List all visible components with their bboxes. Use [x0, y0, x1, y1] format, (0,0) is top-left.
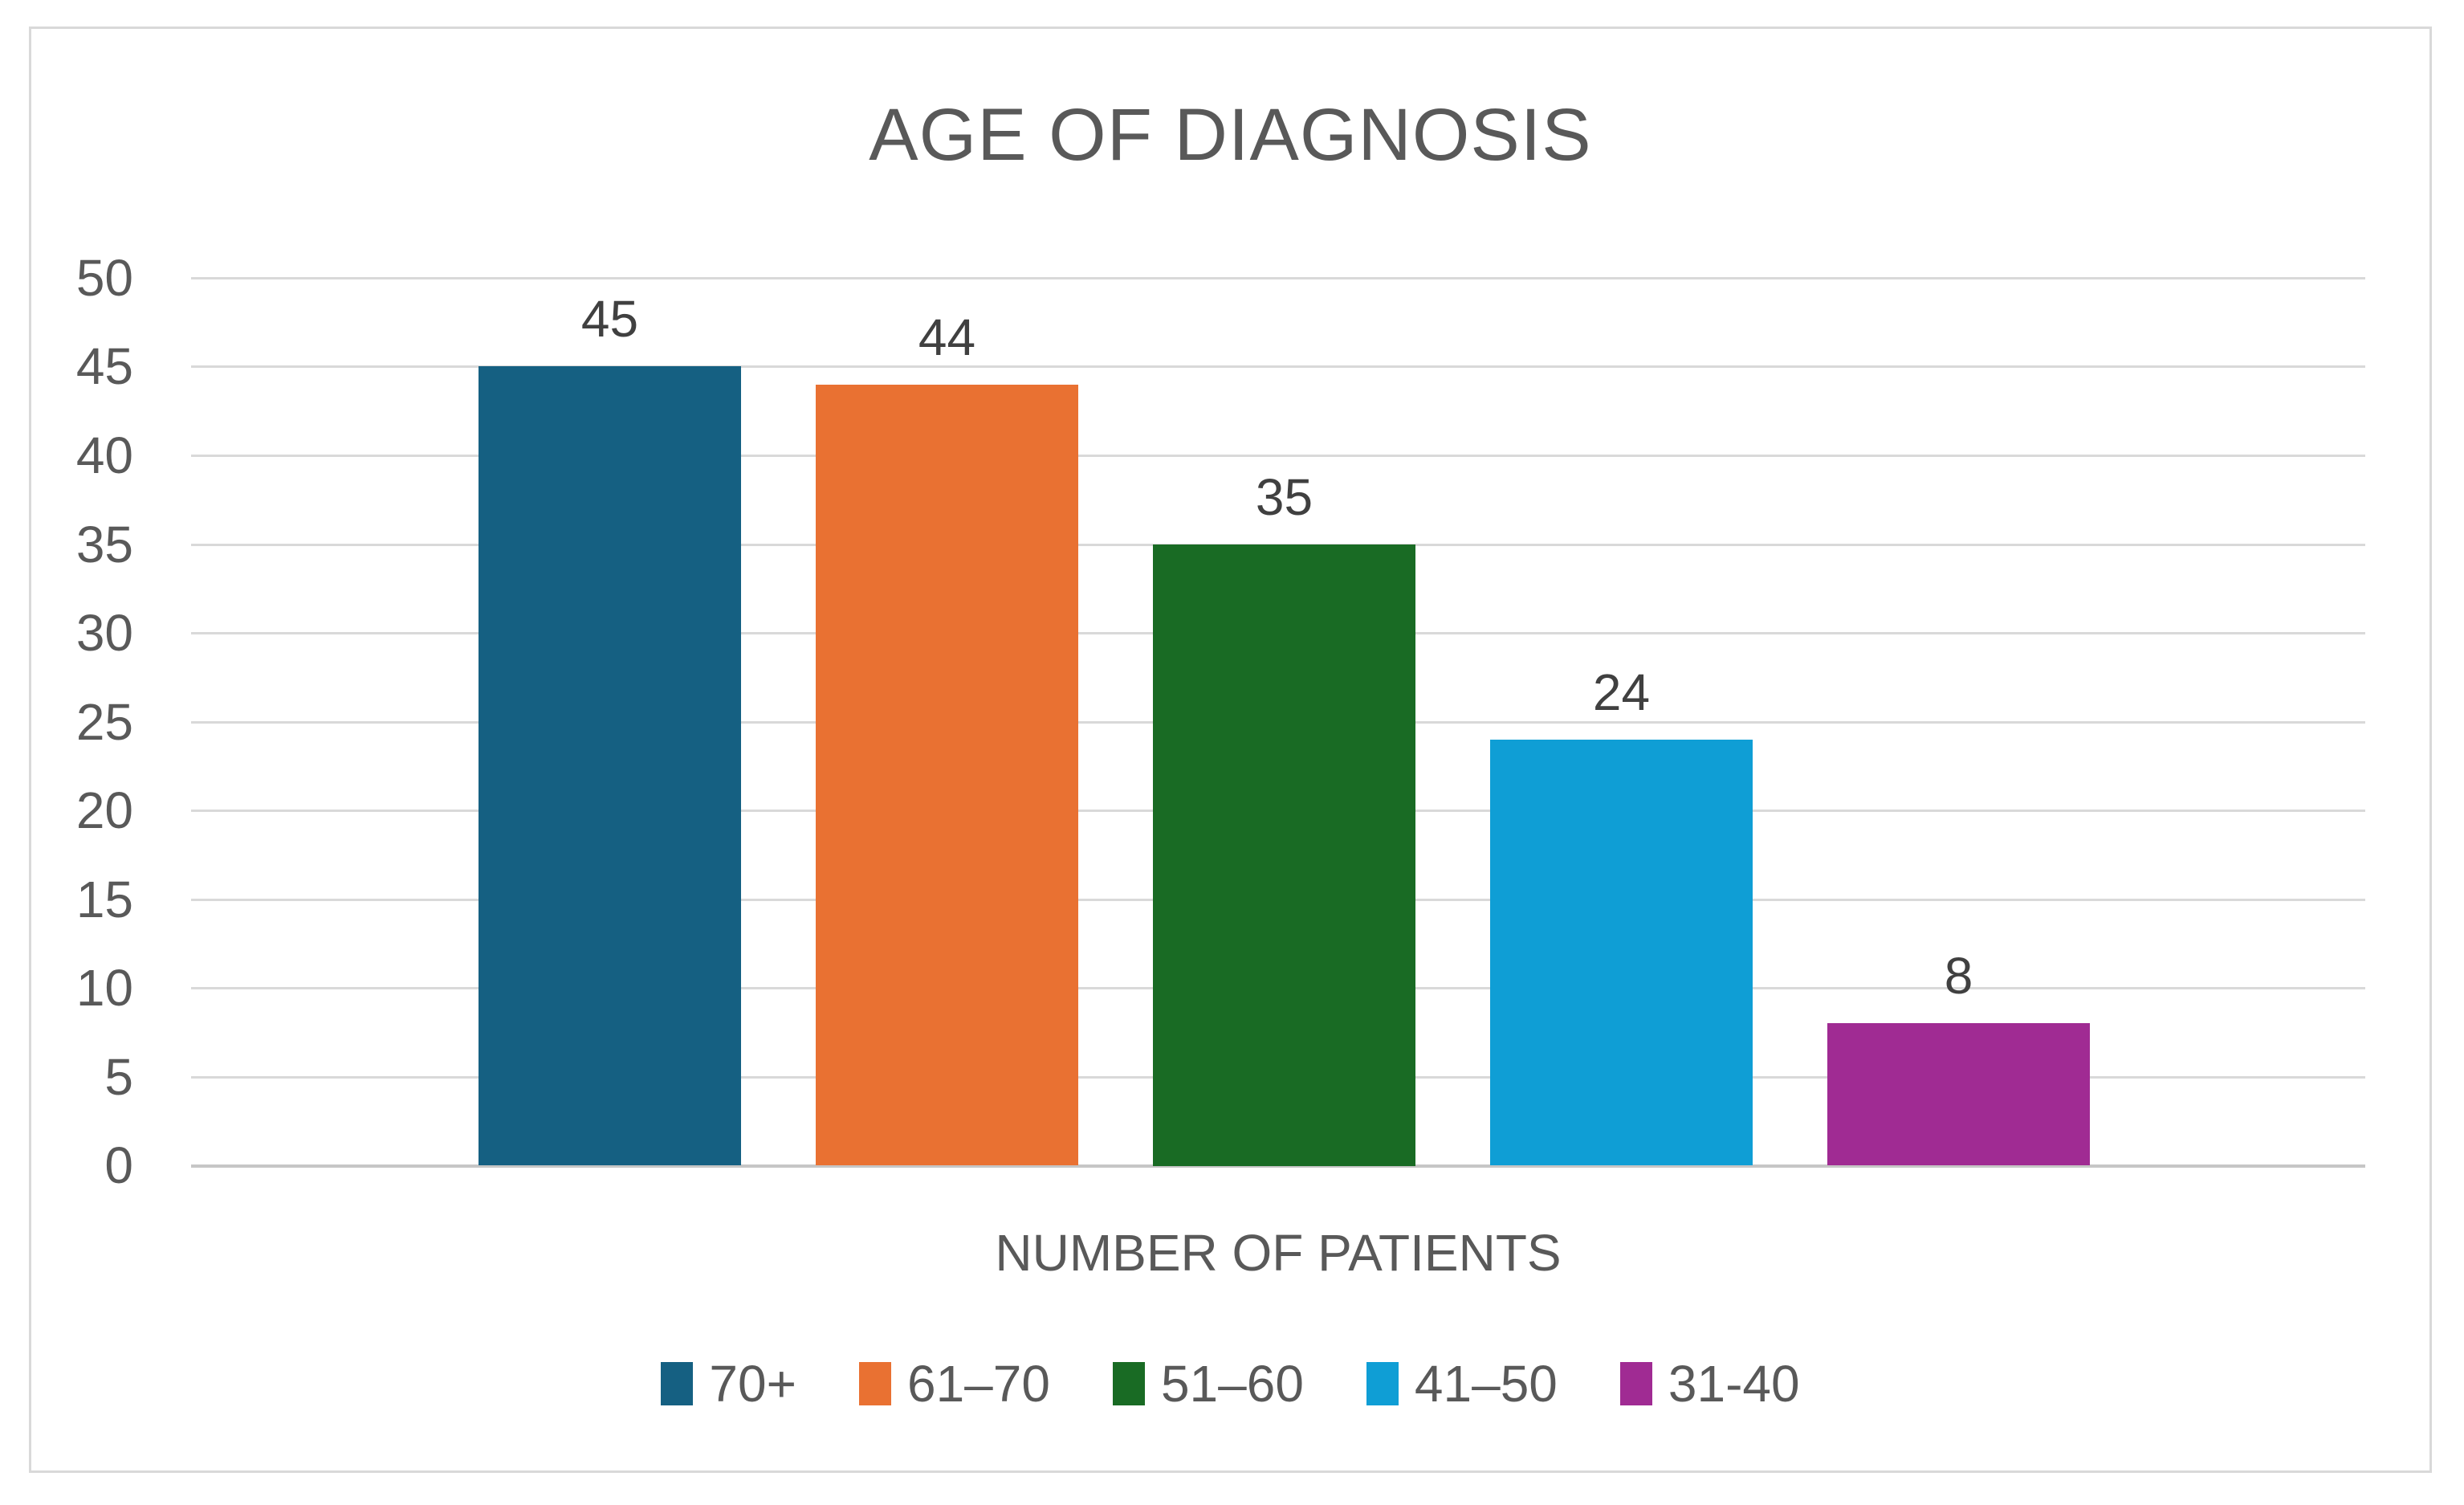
bar-31-40: [1827, 1023, 2090, 1165]
data-label-31-40: 8: [1944, 947, 1973, 1005]
legend-item-61-70: 61–70: [858, 1354, 1050, 1413]
y-tick-label-15: 15: [75, 871, 133, 928]
legend-item-70plus: 70+: [661, 1354, 796, 1413]
gridline-45: [191, 365, 2365, 368]
legend-label-70plus: 70+: [709, 1355, 796, 1413]
data-label-61-70: 44: [918, 308, 976, 366]
legend-item-51-60: 51–60: [1112, 1354, 1304, 1413]
data-label-51-60: 35: [1255, 468, 1313, 526]
legend-swatch-51-60: [1112, 1362, 1145, 1405]
y-tick-label-40: 40: [75, 426, 133, 484]
legend-label-51-60: 51–60: [1160, 1355, 1304, 1413]
y-tick-label-10: 10: [75, 959, 133, 1017]
y-tick-label-5: 5: [104, 1048, 133, 1106]
data-label-41-50: 24: [1592, 663, 1651, 721]
legend-swatch-31-40: [1619, 1362, 1652, 1405]
y-tick-label-45: 45: [75, 337, 133, 395]
y-tick-label-50: 50: [75, 249, 133, 307]
y-tick-label-20: 20: [75, 781, 133, 839]
legend-label-41-50: 41–50: [1414, 1355, 1558, 1413]
legend: 70+ 61–70 51–60 41–50 31-40: [31, 1354, 2429, 1413]
legend-swatch-70plus: [661, 1362, 694, 1405]
chart-frame: AGE OF DIAGNOSIS 0 5 10 15 20 25 30 35 40 45 50 45 4…: [29, 27, 2432, 1473]
x-axis-line: [191, 1164, 2365, 1168]
legend-label-31-40: 31-40: [1668, 1355, 1800, 1413]
bar-70plus: [479, 366, 741, 1165]
legend-item-41-50: 41–50: [1366, 1354, 1558, 1413]
bar-51-60: [1153, 544, 1415, 1166]
bar-61-70: [816, 385, 1078, 1165]
x-axis-title: NUMBER OF PATIENTS: [995, 1224, 1562, 1282]
y-tick-label-0: 0: [104, 1136, 133, 1194]
bar-41-50: [1490, 740, 1753, 1165]
y-tick-label-30: 30: [75, 604, 133, 662]
legend-swatch-61-70: [858, 1362, 891, 1405]
legend-item-31-40: 31-40: [1619, 1354, 1800, 1413]
chart-title: AGE OF DIAGNOSIS: [869, 94, 1592, 176]
legend-swatch-41-50: [1366, 1362, 1399, 1405]
legend-label-61-70: 61–70: [906, 1355, 1050, 1413]
y-tick-label-25: 25: [75, 693, 133, 751]
data-label-70plus: 45: [580, 290, 639, 348]
y-tick-label-35: 35: [75, 516, 133, 573]
gridline-50: [191, 277, 2365, 279]
gridline-40: [191, 455, 2365, 457]
